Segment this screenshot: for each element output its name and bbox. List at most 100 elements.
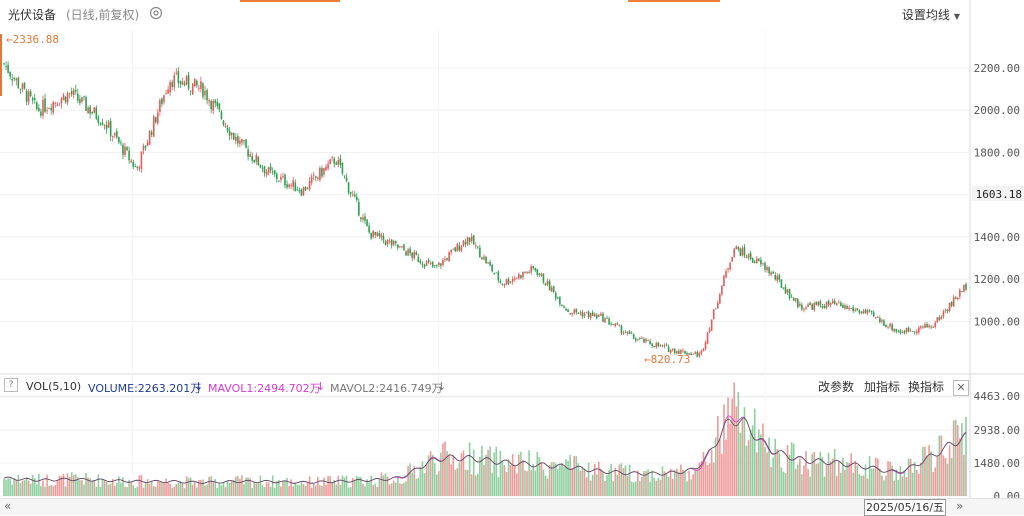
volume-bar — [938, 435, 941, 496]
volume-bar — [323, 477, 325, 496]
candle-body — [327, 163, 329, 169]
switch-indicator-button[interactable]: 换指标 — [908, 380, 945, 394]
volume-bar — [382, 475, 385, 496]
volume-bar — [462, 450, 465, 496]
volume-bar — [688, 470, 690, 496]
candle-body — [122, 144, 124, 155]
candle-body — [641, 337, 643, 339]
volume-bar — [671, 478, 674, 496]
volume-bar — [17, 474, 20, 496]
candle-body — [323, 168, 325, 175]
candle-body — [963, 285, 965, 292]
candle-body — [243, 140, 245, 142]
candle-body — [444, 258, 446, 260]
volume-bar — [868, 456, 871, 496]
candle-body — [91, 112, 94, 113]
candle-body — [876, 317, 879, 318]
candle-body — [708, 329, 711, 333]
arrow-down-icon: ↓ — [437, 380, 447, 393]
candle-body — [202, 83, 204, 97]
volume-bar — [696, 467, 699, 496]
candle-body — [189, 90, 192, 92]
volume-bar — [690, 479, 692, 496]
volume-bar — [612, 481, 614, 496]
gear-icon[interactable] — [149, 6, 163, 20]
candle-body — [7, 64, 9, 74]
candle-body — [710, 319, 713, 331]
candle-body — [360, 217, 362, 220]
volume-bar — [702, 452, 705, 496]
change-params-button[interactable]: 改参数 — [818, 380, 855, 394]
volume-bar — [850, 453, 852, 496]
volume-bar — [353, 479, 356, 496]
volume-bar — [245, 477, 247, 496]
close-icon[interactable]: ✕ — [953, 380, 969, 396]
candle-body — [321, 168, 323, 177]
candle-body — [593, 313, 596, 317]
candle-body — [386, 240, 389, 245]
volume-bar — [567, 460, 569, 496]
candle-body — [686, 353, 688, 355]
volume-bar — [142, 487, 145, 496]
volume-bar — [169, 483, 171, 496]
candle-body — [741, 248, 744, 256]
volume-bar — [116, 483, 118, 496]
volume-bar — [737, 391, 740, 496]
volume-bar — [538, 457, 541, 496]
scroll-right-icon[interactable]: » — [956, 499, 964, 513]
volume-bar — [479, 456, 481, 496]
candle-body — [602, 313, 604, 322]
candle-body — [431, 261, 434, 267]
volume-bar — [304, 485, 307, 496]
candle-body — [509, 281, 512, 283]
volume-bar — [561, 462, 563, 496]
candle-body — [66, 93, 69, 103]
ma-settings-button[interactable]: 设置均线 ▼ — [902, 6, 960, 23]
price-candles — [3, 61, 967, 358]
volume-bar — [675, 468, 678, 496]
volume-bar — [559, 465, 561, 496]
candle-body — [193, 78, 196, 87]
volume-bar — [431, 454, 434, 496]
candle-body — [136, 166, 139, 168]
candle-body — [27, 91, 30, 103]
volume-bar — [575, 456, 578, 496]
volume-bar — [204, 485, 206, 496]
volume-bar — [440, 452, 442, 496]
candle-body — [446, 258, 448, 261]
volume-bar — [177, 482, 180, 496]
candle-body — [228, 130, 231, 136]
add-indicator-button[interactable]: 加指标 — [864, 380, 901, 394]
candle-body — [776, 276, 779, 281]
volume-bar — [21, 480, 24, 496]
candle-body — [317, 177, 319, 179]
volume-bar — [520, 451, 522, 496]
candle-body — [643, 338, 645, 343]
candle-body — [245, 139, 247, 148]
candle-body — [794, 298, 797, 301]
volume-bar — [261, 485, 264, 496]
candle-body — [247, 149, 249, 157]
volume-bar — [842, 457, 844, 496]
candle-body — [81, 97, 83, 102]
scroll-left-icon[interactable]: « — [4, 499, 12, 513]
volume-bar — [600, 469, 602, 496]
candle-body — [530, 266, 532, 273]
candle-body — [835, 303, 838, 305]
help-icon[interactable]: ? — [4, 378, 18, 392]
candle-body — [292, 180, 295, 187]
volume-bar — [733, 382, 736, 496]
candle-body — [671, 348, 674, 351]
candle-body — [33, 98, 36, 100]
candle-body — [645, 338, 647, 342]
volume-bar — [764, 446, 766, 496]
candle-body — [721, 285, 723, 295]
volume-bar — [678, 471, 680, 496]
candle-body — [474, 245, 477, 247]
volume-bar — [230, 481, 233, 496]
candle-body — [838, 302, 840, 304]
volume-bar — [146, 479, 149, 496]
candle-body — [341, 162, 344, 174]
candle-body — [52, 102, 55, 113]
